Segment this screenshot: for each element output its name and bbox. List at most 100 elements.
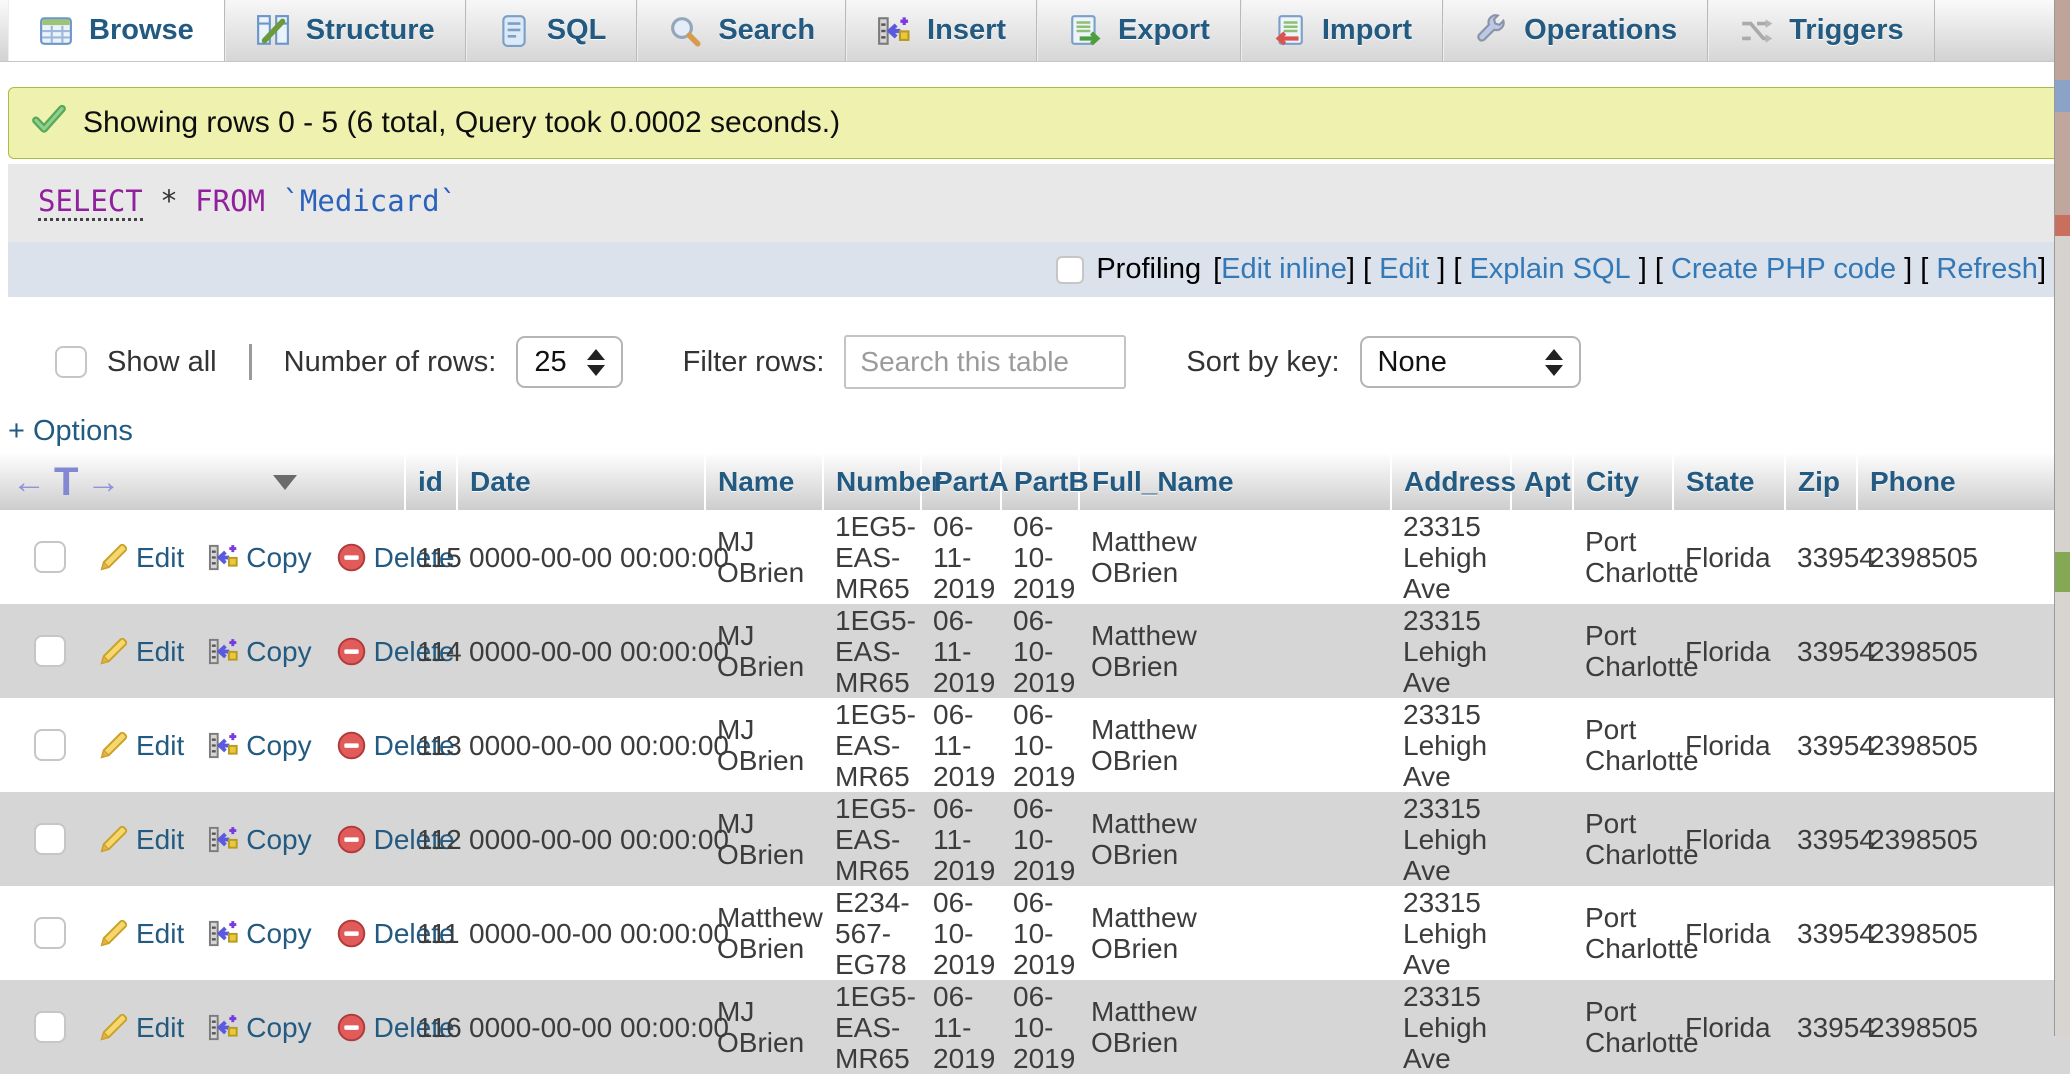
cell-partb[interactable]: 06-10-2019 [1013,886,1076,980]
cell-address[interactable]: 23315 Lehigh Ave [1403,510,1488,604]
cell-partb[interactable]: 06-10-2019 [1013,510,1076,604]
cell-partb[interactable]: 06-10-2019 [1013,792,1076,886]
scroll-left-icon[interactable]: ← [12,462,46,501]
cell-parta[interactable]: 06-11-2019 [933,604,996,698]
cell-date[interactable]: 0000-00-00 00:00:00 [469,635,729,667]
tab-triggers[interactable]: Triggers [1708,0,1935,61]
actions-column-header[interactable]: ← T → [0,454,405,510]
cell-full_name[interactable]: Matthew OBrien [1091,808,1197,870]
cell-number[interactable]: E234-567-EG78 [835,886,910,980]
row-select-checkbox[interactable] [34,917,66,949]
cell-number[interactable]: 1EG5-EAS-MR65 [835,792,916,886]
delete-link[interactable]: Delete [336,918,455,949]
column-nav-icons[interactable]: ← T → [12,460,121,504]
cell-date[interactable]: 0000-00-00 00:00:00 [469,917,729,949]
create-php-code-link[interactable]: Create PHP code [1670,253,1897,285]
cell-apt[interactable] [1511,792,1573,886]
number-of-rows-select[interactable]: 25 [516,336,623,388]
edit-link[interactable]: Edit [98,730,184,761]
cell-full_name[interactable]: Matthew OBrien [1091,996,1197,1058]
options-dropdown-icon[interactable] [273,474,297,490]
cell-name[interactable]: MJ OBrien [717,996,805,1058]
cell-state[interactable]: Florida [1685,729,1771,761]
column-header-full_name[interactable]: Full_Name [1078,454,1391,510]
row-select-checkbox[interactable] [34,823,66,855]
column-header-state[interactable]: State [1672,454,1785,510]
row-select-checkbox[interactable] [34,729,66,761]
refresh-link[interactable]: Refresh [1936,253,2038,285]
cell-phone[interactable]: 2398505 [1869,541,1979,573]
cell-partb[interactable]: 06-10-2019 [1013,698,1076,792]
cell-id[interactable]: 111 [417,917,460,949]
show-all-checkbox[interactable] [55,346,87,378]
tab-browse[interactable]: Browse [8,0,225,61]
tab-search[interactable]: Search [637,0,847,61]
cell-phone[interactable]: 2398505 [1869,917,1979,949]
cell-date[interactable]: 0000-00-00 00:00:00 [469,729,729,761]
cell-full_name[interactable]: Matthew OBrien [1091,902,1197,964]
cell-date[interactable]: 0000-00-00 00:00:00 [469,1011,729,1043]
cell-apt[interactable] [1511,510,1573,604]
cell-date[interactable]: 0000-00-00 00:00:00 [469,541,729,573]
cell-name[interactable]: MJ OBrien [717,526,805,588]
delete-link[interactable]: Delete [336,542,455,573]
row-select-checkbox[interactable] [34,635,66,667]
tab-sql[interactable]: SQL [465,0,638,61]
delete-link[interactable]: Delete [336,824,455,855]
copy-link[interactable]: Copy [208,1012,312,1043]
cell-apt[interactable] [1511,980,1573,1074]
column-header-number[interactable]: Number [822,454,942,510]
cell-zip[interactable]: 33954 [1797,541,1875,573]
column-header-apt[interactable]: Apt [1510,454,1573,510]
cell-parta[interactable]: 06-10-2019 [933,886,996,980]
tab-import[interactable]: Import [1240,0,1444,61]
cell-city[interactable]: Port Charlotte [1585,620,1699,682]
profiling-checkbox[interactable] [1056,255,1085,284]
explain-sql-link[interactable]: Explain SQL [1469,253,1631,285]
copy-link[interactable]: Copy [208,918,312,949]
cell-address[interactable]: 23315 Lehigh Ave [1403,886,1488,980]
column-header-phone[interactable]: Phone [1856,454,2070,510]
cell-apt[interactable] [1511,698,1573,792]
column-header-date[interactable]: Date [456,454,705,510]
table-marker-icon[interactable]: T [54,460,79,504]
cell-state[interactable]: Florida [1685,541,1771,573]
cell-partb[interactable]: 06-10-2019 [1013,980,1076,1074]
edit-link[interactable]: Edit [1379,253,1430,285]
edit-link[interactable]: Edit [98,542,184,573]
cell-parta[interactable]: 06-11-2019 [933,698,996,792]
cell-zip[interactable]: 33954 [1797,1011,1875,1043]
cell-state[interactable]: Florida [1685,635,1771,667]
delete-link[interactable]: Delete [336,636,455,667]
row-select-checkbox[interactable] [34,541,66,573]
cell-id[interactable]: 115 [417,541,462,573]
edit-link[interactable]: Edit [98,918,184,949]
cell-parta[interactable]: 06-11-2019 [933,510,996,604]
cell-full_name[interactable]: Matthew OBrien [1091,526,1197,588]
cell-number[interactable]: 1EG5-EAS-MR65 [835,510,916,604]
tab-export[interactable]: Export [1037,0,1241,61]
options-toggle-link[interactable]: + Options [8,415,133,447]
edit-link[interactable]: Edit [98,636,184,667]
scroll-right-icon[interactable]: → [86,462,121,501]
filter-rows-input[interactable] [844,335,1127,389]
cell-apt[interactable] [1511,886,1573,980]
cell-parta[interactable]: 06-11-2019 [933,792,996,886]
cell-zip[interactable]: 33954 [1797,917,1875,949]
cell-city[interactable]: Port Charlotte [1585,714,1699,776]
tab-structure[interactable]: Structure [224,0,466,61]
delete-link[interactable]: Delete [336,730,455,761]
tab-operations[interactable]: Operations [1443,0,1709,61]
cell-city[interactable]: Port Charlotte [1585,902,1699,964]
cell-phone[interactable]: 2398505 [1869,1011,1979,1043]
cell-city[interactable]: Port Charlotte [1585,526,1699,588]
cell-id[interactable]: 112 [417,823,462,855]
column-header-parta[interactable]: PartA [920,454,1009,510]
cell-name[interactable]: Matthew OBrien [717,902,823,964]
sort-by-key-select[interactable]: None [1359,336,1581,388]
column-header-city[interactable]: City [1572,454,1673,510]
cell-number[interactable]: 1EG5-EAS-MR65 [835,698,916,792]
cell-id[interactable]: 114 [417,635,462,667]
cell-full_name[interactable]: Matthew OBrien [1091,714,1197,776]
cell-number[interactable]: 1EG5-EAS-MR65 [835,604,916,698]
